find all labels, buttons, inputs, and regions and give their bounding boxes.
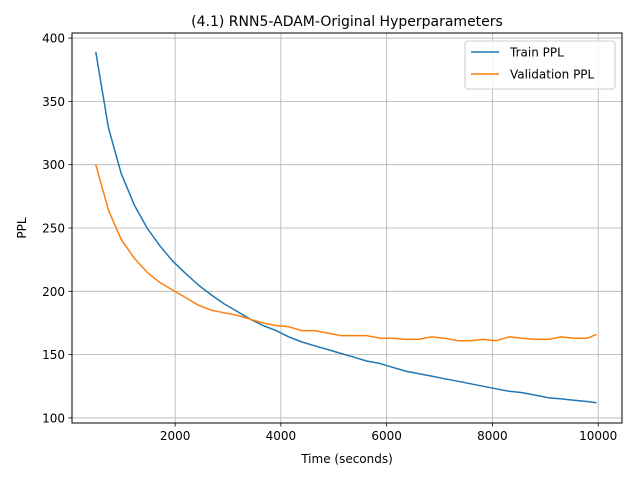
series-lines [95,51,597,404]
x-tick-label: 10000 [579,429,617,443]
y-tick-label: 200 [42,285,65,299]
legend-label-validation-ppl: Validation PPL [510,68,595,82]
x-tick-label: 6000 [371,429,402,443]
y-tick-label: 150 [42,348,65,362]
x-axis-label: Time (seconds) [300,452,393,466]
grid [72,33,622,423]
chart-title: (4.1) RNN5-ADAM-Original Hyperparameters [191,14,503,30]
series-line-validation-ppl [95,164,597,342]
y-tick-label: 100 [42,411,65,425]
y-tick-label: 300 [42,158,65,172]
axis-ticks: 2000 4000 6000 8000 10000 100 150 200 250 300 350 4… [42,32,617,443]
series-line-train-ppl [95,51,597,404]
x-tick-label: 8000 [477,429,508,443]
y-tick-label: 400 [42,32,65,46]
legend-box [464,40,616,90]
y-axis-label: PPL [15,217,29,238]
y-tick-label: 250 [42,222,65,236]
legend: Train PPL Validation PPL [464,40,616,90]
x-tick-label: 4000 [266,429,297,443]
x-tick-label: 2000 [160,429,191,443]
legend-label-train-ppl: Train PPL [509,46,564,60]
y-tick-label: 350 [42,95,65,109]
